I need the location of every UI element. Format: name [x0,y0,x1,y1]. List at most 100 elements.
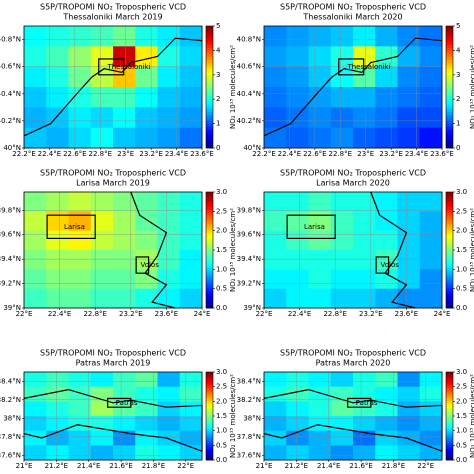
colorbar-tick-label: 3.0 [456,368,467,376]
colorbar-segment [446,299,453,303]
heat-cell [157,250,181,270]
colorbar-segment [206,391,213,395]
heat-cell [46,107,69,129]
colorbar-tick-label: 0.0 [456,456,467,464]
heat-cell [353,445,376,461]
colorbar-segment [446,105,453,109]
city-box [107,397,132,408]
colorbar-segment [206,457,213,461]
colorbar-tick-label: 2.5 [216,383,227,391]
y-tick-label: 40°N [3,144,21,152]
colorbar-segment [206,35,213,39]
colorbar-tick-label: 2.5 [216,207,227,215]
city-label: Thessaloniki [106,63,150,71]
colorbar-segment [206,102,213,106]
colorbar-segment [206,138,213,143]
x-tick-label: 22°E [177,462,194,470]
heat-cell [90,66,114,88]
heat-cell [330,250,354,270]
colorbar-tick-label: 2.0 [216,397,227,405]
x-tick-label: 22.2°E [252,150,276,158]
heat-cell [375,445,398,461]
heat-cell [264,26,287,47]
x-tick-label: 22.2°E [12,150,36,158]
heat-cell [157,211,181,232]
x-tick-label: 23.2°E [139,150,163,158]
heat-cell [113,445,136,461]
heat-cell [179,416,203,432]
colorbar-segment [206,132,213,137]
colorbar-label: NO₂ 10¹⁵ molecules/cm² [229,374,237,458]
heat-cell [24,401,47,417]
heat-cell [68,372,92,388]
colorbar-segment [206,129,213,134]
heat-cell [264,250,287,270]
colorbar-segment [206,255,213,260]
heat-cell [113,250,136,270]
x-tick-label: 23°E [117,150,134,158]
y-tick-label: 40.8°N [0,36,21,44]
heat-cell [157,401,181,417]
heat-cell [24,107,47,129]
colorbar-segment [206,105,213,109]
colorbar-segment [206,279,213,283]
colorbar-segment [206,141,213,146]
heat-cell [286,288,309,309]
heat-cell [353,416,376,432]
x-tick-label: 22.8°E [83,310,107,318]
y-tick-label: 37.8°N [237,433,261,441]
heat-cell [397,250,421,270]
city-box [135,256,150,274]
heat-cell [308,127,332,149]
heat-cell [375,401,398,417]
colorbar-segment [446,258,453,262]
heat-cell [375,66,398,88]
heat-cell [397,372,421,388]
colorbar-segment [206,305,213,309]
heat-cell [419,192,443,212]
heat-cell [286,127,309,149]
heat-cell [264,430,287,446]
x-tick-label: 22.4°E [288,310,312,318]
colorbar-segment [446,391,453,395]
colorbar-tick-label: 0.0 [456,304,467,312]
heat-cell [135,192,158,212]
colorbar-segment [446,218,453,222]
colorbar-segment [446,80,453,85]
heat-cell [24,230,47,251]
colorbar-segment [446,389,453,393]
heat-cell [375,430,398,446]
city-box [338,58,365,76]
coastline [130,191,176,309]
colorbar-segment [446,74,453,79]
colorbar-segment [446,235,453,239]
heat-cell [90,288,114,309]
heat-cell [330,66,354,88]
colorbar-segment [206,299,213,303]
colorbar-tick-label: 1.5 [456,246,467,254]
heat-cell [90,250,114,270]
heat-cell [24,416,47,432]
colorbar-segment [446,229,453,233]
x-tick-label: 21.6°E [349,462,373,470]
x-tick-label: 21°E [256,462,273,470]
colorbar-segment [206,385,213,388]
colorbar-segment [446,433,453,437]
colorbar-segment [446,102,453,106]
heat-cell [157,372,181,388]
colorbar-tick-label: 1 [216,120,220,128]
heat-cell [353,127,376,149]
heat-cell [375,269,398,290]
colorbar-segment [206,108,213,112]
colorbar-segment [206,212,213,216]
colorbar-segment [446,442,453,445]
colorbar-tick-label: 4 [456,46,461,54]
x-tick-label: 21.8°E [142,462,166,470]
colorbar-segment [206,398,213,401]
heat-cell [46,46,69,68]
heat-cell [135,230,158,251]
colorbar-segment [206,438,213,441]
city-box [286,214,336,239]
heat-cell [179,26,203,47]
heat-cell [264,269,287,290]
